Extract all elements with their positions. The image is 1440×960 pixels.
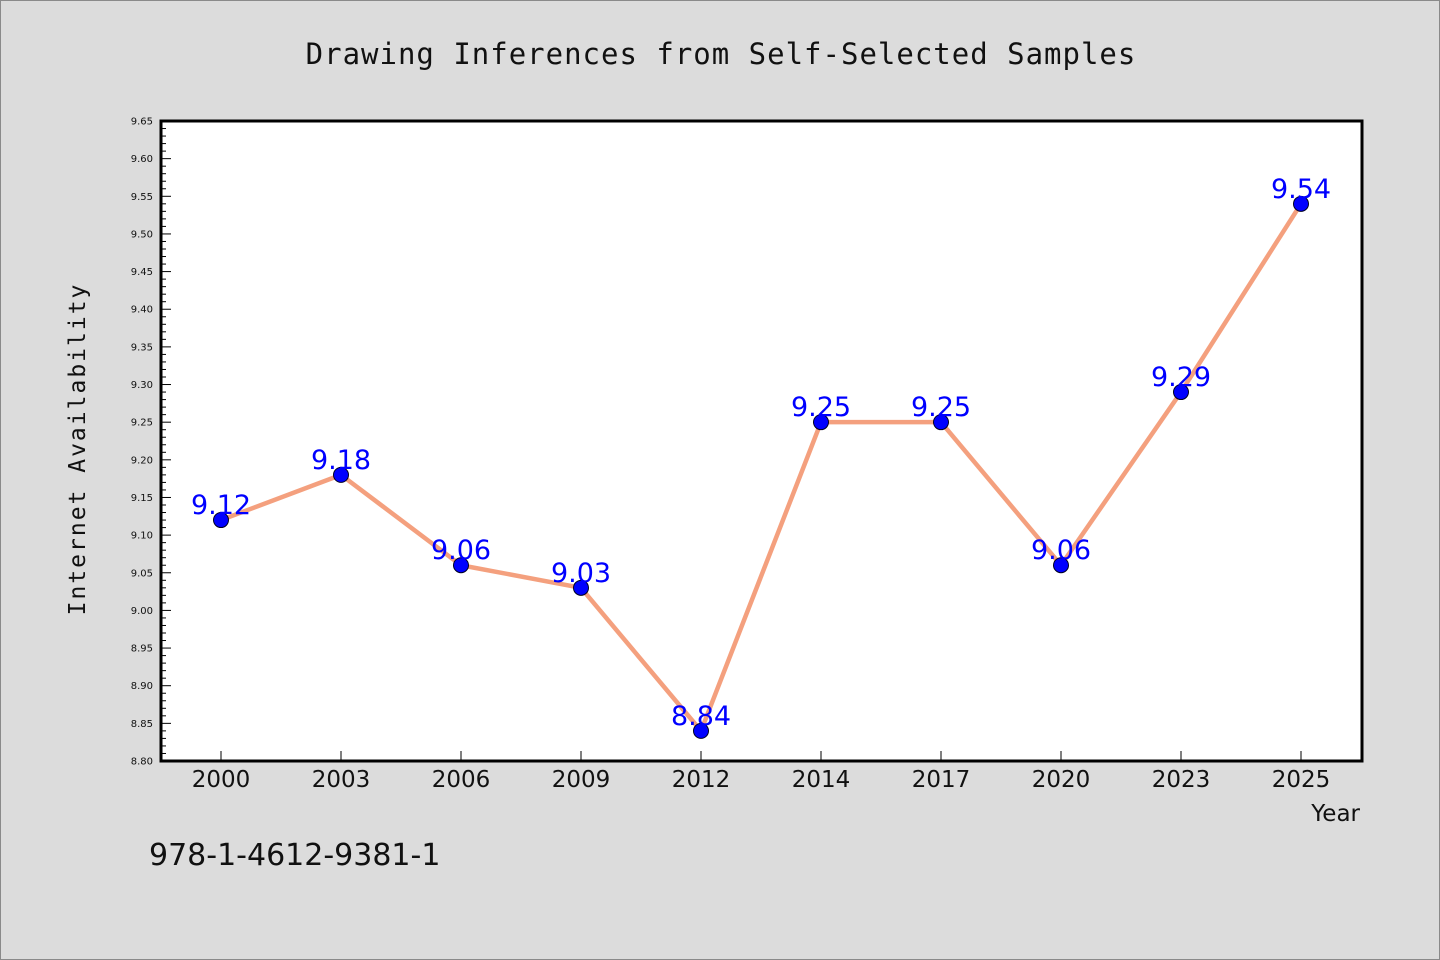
data-point xyxy=(933,414,949,431)
data-labels: 9.12 9.18 9.06 9.03 8.84 9.25 9.25 9.06 9.29 9.54 xyxy=(191,174,1331,732)
x-tick-label: 2023 xyxy=(1152,767,1211,793)
data-point xyxy=(453,557,469,574)
y-tick-label: 9.55 xyxy=(131,192,153,203)
y-tick-label: 9.15 xyxy=(131,493,153,504)
data-label: 9.12 xyxy=(191,490,251,521)
y-tick-label: 9.35 xyxy=(131,342,153,353)
data-label: 9.54 xyxy=(1271,174,1331,205)
data-label: 9.25 xyxy=(911,392,971,423)
x-tick-label: 2020 xyxy=(1032,767,1091,793)
series-layer xyxy=(213,195,1309,739)
data-point xyxy=(693,722,709,739)
y-axis-title: Internet Availability xyxy=(65,283,91,616)
data-point xyxy=(813,414,829,431)
x-tick-label: 2003 xyxy=(312,767,371,793)
data-label: 9.06 xyxy=(1031,535,1091,566)
data-point xyxy=(1293,195,1309,212)
y-tick-label: 9.20 xyxy=(131,455,153,466)
y-tick-label: 9.25 xyxy=(131,418,153,429)
data-point xyxy=(213,512,229,529)
y-tick-label: 9.05 xyxy=(131,568,153,579)
data-point xyxy=(1173,384,1189,401)
y-tick-label: 9.60 xyxy=(131,154,153,165)
data-label: 9.03 xyxy=(551,558,611,589)
data-point xyxy=(333,466,349,483)
x-tick-label: 2012 xyxy=(672,767,731,793)
y-tick-label: 9.65 xyxy=(131,117,153,128)
x-tick-label: 2017 xyxy=(912,767,971,793)
x-tick-label: 2006 xyxy=(432,767,491,793)
y-tick-label: 8.95 xyxy=(131,644,153,655)
x-tick-label: 2009 xyxy=(552,767,611,793)
x-axis-title: Year xyxy=(1310,801,1360,827)
data-point xyxy=(1053,557,1069,574)
plot-area xyxy=(159,119,1364,763)
data-label: 8.84 xyxy=(671,701,731,732)
y-tick-label: 9.45 xyxy=(131,267,153,278)
data-label: 9.29 xyxy=(1151,362,1211,393)
y-tick-label: 9.10 xyxy=(131,531,153,542)
y-tick-label: 9.30 xyxy=(131,380,153,391)
series-line xyxy=(218,201,1304,734)
x-tick-label: 2000 xyxy=(192,767,251,793)
x-tick-label: 2025 xyxy=(1272,767,1331,793)
y-tick-label: 8.80 xyxy=(131,757,153,768)
chart-title: Drawing Inferences from Self-Selected Sa… xyxy=(306,37,1137,71)
y-tick-label: 8.85 xyxy=(131,719,153,730)
x-tick-label: 2014 xyxy=(792,767,851,793)
y-tick-label: 9.50 xyxy=(131,229,153,240)
y-axis: 8.80 8.85 8.90 8.95 9.00 9.05 9.10 9.15 9.20 9.25… xyxy=(131,117,171,768)
data-label: 9.18 xyxy=(311,445,371,476)
y-tick-label: 8.90 xyxy=(131,681,153,692)
y-tick-label: 9.00 xyxy=(131,606,153,617)
isbn-label: 978-1-4612-9381-1 xyxy=(149,838,440,873)
data-label: 9.25 xyxy=(791,392,851,423)
x-axis: 2000 2003 2006 2009 2012 2014 2017 2020 2023 2025 xyxy=(192,751,1331,793)
y-tick-label: 9.40 xyxy=(131,305,153,316)
data-point xyxy=(573,579,589,596)
data-label: 9.06 xyxy=(431,535,491,566)
